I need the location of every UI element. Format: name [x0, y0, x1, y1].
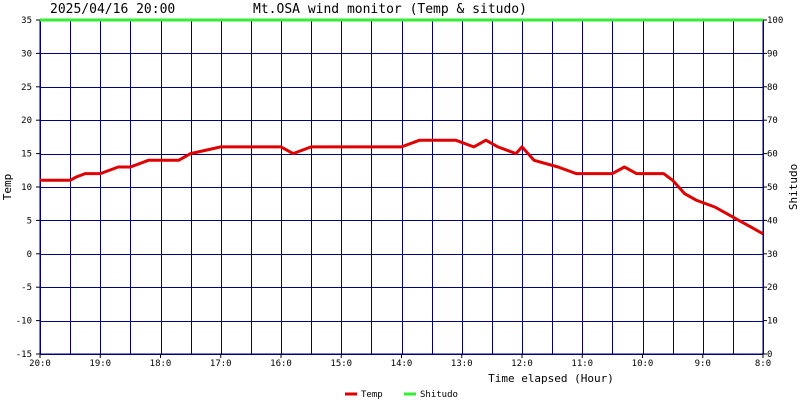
- x-tick-label: 11:0: [571, 359, 593, 369]
- y-tick-label-left: 0: [27, 250, 32, 260]
- y-tick-label-right: 70: [767, 116, 778, 126]
- legend-label-shitudo: Shitudo: [420, 390, 458, 400]
- x-tick-label: 12:0: [511, 359, 533, 369]
- x-tick-label: 9:0: [695, 359, 711, 369]
- y-tick-label-right: 60: [767, 150, 778, 160]
- y-tick-label-right: 0: [767, 350, 772, 360]
- y-tick-label-right: 30: [767, 250, 778, 260]
- y-tick-label-left: 30: [21, 49, 32, 59]
- y-tick-label-right: 10: [767, 317, 778, 327]
- x-tick-label: 15:0: [330, 359, 352, 369]
- y-tick-label-right: 90: [767, 49, 778, 59]
- y-tick-label-left: 10: [21, 183, 32, 193]
- x-tick-label: 17:0: [210, 359, 232, 369]
- y-tick-label-left: 20: [21, 116, 32, 126]
- x-tick-label: 14:0: [391, 359, 413, 369]
- x-axis-label: Time elapsed (Hour): [488, 372, 614, 385]
- grid: [39, 19, 764, 355]
- y-tick-label-left: 5: [27, 216, 32, 226]
- x-tick-label: 19:0: [89, 359, 111, 369]
- y-tick-label-left: -5: [21, 283, 32, 293]
- y-tick-label-left: 15: [21, 150, 32, 160]
- y-tick-label-left: -15: [16, 350, 32, 360]
- x-tick-label: 13:0: [451, 359, 473, 369]
- y-tick-label-left: 25: [21, 83, 32, 93]
- y-tick-label-right: 40: [767, 216, 778, 226]
- x-axis-ticks: 20:0 19:0 18:0 17:0 16:0 15:0 14:0 13:0 12:0 11:0…: [29, 354, 771, 369]
- y-axis-label-right: Shitudo: [787, 164, 800, 210]
- y-tick-label-left: 35: [21, 16, 32, 26]
- series-line-temp: [40, 138, 764, 236]
- x-tick-label: 20:0: [29, 359, 51, 369]
- y-tick-label-right: 20: [767, 283, 778, 293]
- series-layer: [40, 18, 764, 236]
- y-tick-label-right: 80: [767, 83, 778, 93]
- y-tick-label-left: -10: [16, 317, 32, 327]
- left-axis-ticks: 35 30 25 20 15 10 5 0 -5 -10 -15: [16, 16, 40, 360]
- x-tick-label: 16:0: [270, 359, 292, 369]
- y-tick-label-right: 100: [767, 16, 783, 26]
- x-tick-label: 8:0: [755, 359, 771, 369]
- y-tick-label-right: 50: [767, 183, 778, 193]
- x-tick-label: 18:0: [150, 359, 172, 369]
- timestamp-label: 2025/04/16 20:00: [50, 2, 175, 17]
- chart-title: Mt.OSA wind monitor (Temp & situdo): [253, 2, 527, 17]
- legend-label-temp: Temp: [361, 390, 383, 400]
- legend: Temp Shitudo: [345, 390, 458, 400]
- y-axis-label-left: Temp: [1, 174, 14, 201]
- x-tick-label: 10:0: [632, 359, 654, 369]
